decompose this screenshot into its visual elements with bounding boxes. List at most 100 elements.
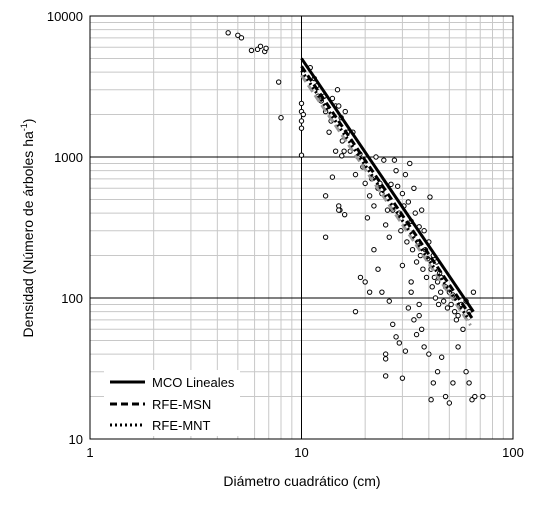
svg-text:Densidad (Número de árboles ha: Densidad (Número de árboles ha-1) (19, 119, 36, 338)
data-point (434, 369, 441, 375)
data-point (386, 234, 392, 240)
data-point (432, 295, 439, 301)
data-point (420, 266, 426, 272)
data-point (332, 148, 339, 154)
data-point (326, 129, 332, 135)
data-point (393, 334, 399, 340)
y-axis-title: Densidad (Número de árboles ha-1) (19, 119, 36, 338)
data-point (399, 375, 406, 381)
data-point (225, 30, 231, 36)
data-point (336, 207, 342, 213)
data-point (429, 284, 435, 290)
data-point (341, 211, 348, 218)
data-point (329, 174, 336, 180)
data-point (341, 148, 347, 154)
data-point (411, 317, 417, 323)
data-point (342, 108, 348, 115)
x-tick-label: 1 (86, 445, 93, 460)
data-point (322, 193, 329, 199)
data-point (407, 160, 413, 167)
data-point (442, 393, 449, 400)
data-point (440, 298, 447, 304)
y-tick-label: 100 (61, 291, 83, 306)
data-point (379, 289, 385, 295)
data-point (366, 289, 373, 295)
y-tick-label: 1000 (54, 150, 83, 165)
data-point (463, 369, 469, 375)
data-point (275, 79, 282, 85)
data-point (427, 194, 433, 200)
data-point (362, 180, 368, 187)
data-point (438, 354, 445, 360)
data-point (371, 247, 377, 253)
scatter-points (225, 30, 486, 406)
data-point (388, 181, 394, 188)
legend-label-mco: MCO Lineales (152, 375, 235, 390)
data-point (336, 103, 342, 109)
data-point (423, 274, 430, 281)
data-point (393, 167, 399, 174)
data-point (298, 152, 305, 158)
legend: MCO Lineales RFE-MSN RFE-MNT (104, 370, 240, 436)
legend-label-rfe-msn: RFE-MSN (152, 397, 211, 412)
fit-line-dashed (300, 65, 474, 319)
data-point (470, 289, 477, 295)
data-point (455, 312, 461, 319)
x-axis-title: Diámetro cuadrático (cm) (223, 473, 380, 489)
data-point (466, 380, 472, 386)
data-point (366, 193, 373, 199)
data-point (300, 111, 307, 118)
data-point (396, 340, 402, 346)
data-point (437, 289, 444, 295)
data-point (405, 305, 412, 311)
data-point (352, 171, 359, 178)
data-point (298, 100, 305, 107)
data-point (390, 321, 396, 328)
data-point (408, 279, 414, 285)
data-point (428, 396, 434, 403)
data-point (405, 199, 412, 205)
data-point (382, 222, 389, 228)
data-point (381, 157, 387, 163)
data-point (450, 380, 456, 386)
x-tick-label: 10 (294, 445, 308, 460)
data-point (412, 210, 418, 216)
data-point (384, 207, 391, 213)
x-tick-label: 100 (502, 445, 524, 460)
plot-border (89, 15, 514, 440)
legend-label-rfe-mnt: RFE-MNT (152, 418, 211, 433)
data-point (263, 45, 269, 52)
data-point (357, 274, 364, 281)
data-point (472, 393, 478, 400)
data-point (418, 207, 425, 213)
data-point (404, 239, 410, 245)
fit-line-solid (300, 57, 475, 313)
data-point (334, 87, 341, 93)
data-point (416, 301, 422, 308)
data-point (435, 301, 442, 308)
fit-lines (300, 57, 475, 327)
data-point (444, 305, 451, 311)
data-point (382, 356, 389, 362)
data-point (448, 301, 454, 308)
data-point (339, 153, 345, 159)
data-point (409, 247, 416, 253)
data-point (371, 203, 377, 209)
data-point (460, 326, 466, 332)
data-point (298, 125, 305, 131)
y-tick-label: 10 (69, 432, 83, 447)
data-point (235, 32, 241, 38)
data-point (298, 118, 305, 124)
fit-line-dashed-gray (300, 74, 472, 327)
data-point (322, 234, 329, 240)
data-point (421, 344, 427, 350)
data-point (402, 348, 409, 354)
data-point (278, 114, 284, 121)
data-point (455, 344, 461, 350)
data-point (248, 47, 255, 54)
data-point (402, 171, 409, 178)
data-point (480, 393, 486, 400)
y-axis-label-superscript: -1 (19, 123, 29, 131)
